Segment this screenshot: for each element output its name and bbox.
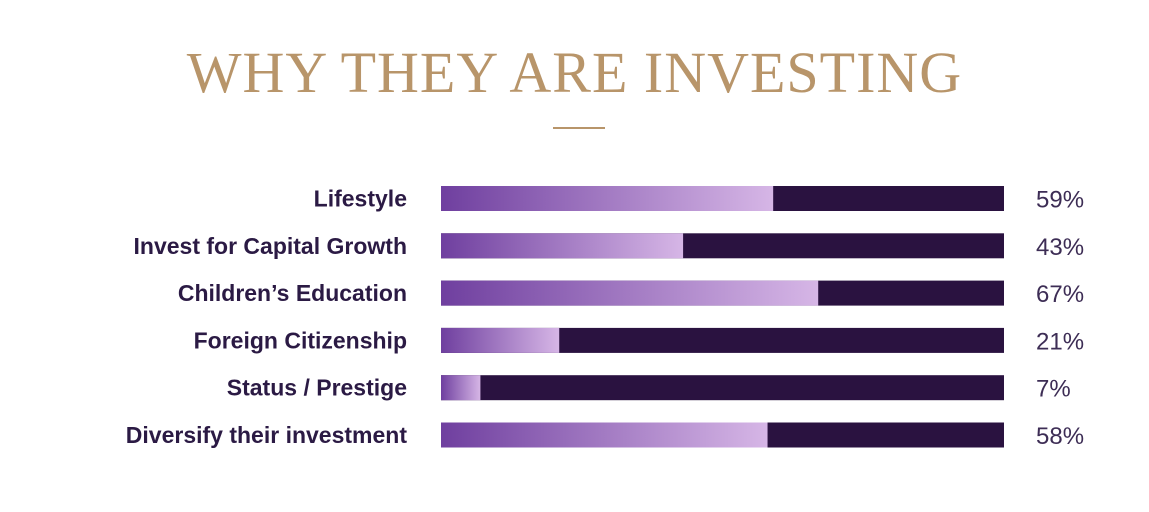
category-label: Foreign Citizenship [194, 327, 407, 353]
category-label: Status / Prestige [227, 375, 407, 401]
bar-row: Diversify their investment 58% [126, 422, 1084, 450]
title-divider [553, 127, 605, 129]
category-label: Lifestyle [314, 186, 407, 212]
bars-group: Lifestyle 59% Invest for Capital Growth 43%… [126, 186, 1084, 451]
bar [441, 186, 774, 211]
value-label: 58% [1036, 423, 1084, 450]
bar [441, 422, 768, 448]
value-label: 43% [1036, 234, 1084, 261]
bar-row: Status / Prestige 7% [227, 375, 1071, 403]
value-label: 67% [1036, 281, 1084, 308]
value-label: 7% [1036, 376, 1071, 403]
bar [441, 327, 560, 353]
category-label: Invest for Capital Growth [134, 233, 407, 259]
bar-row: Lifestyle 59% [314, 186, 1084, 214]
category-label: Children’s Education [178, 280, 407, 306]
category-label: Diversify their investment [126, 422, 408, 448]
bar-row: Foreign Citizenship 21% [194, 327, 1084, 355]
bar-row: Invest for Capital Growth 43% [134, 233, 1085, 261]
bar [441, 280, 819, 306]
value-label: 21% [1036, 328, 1084, 355]
value-label: 59% [1036, 187, 1084, 214]
bar-track [441, 375, 1004, 401]
bar [441, 375, 481, 401]
bar [441, 233, 684, 259]
chart-title: WHY THEY ARE INVESTING [186, 40, 963, 105]
bar-row: Children’s Education 67% [178, 280, 1084, 308]
